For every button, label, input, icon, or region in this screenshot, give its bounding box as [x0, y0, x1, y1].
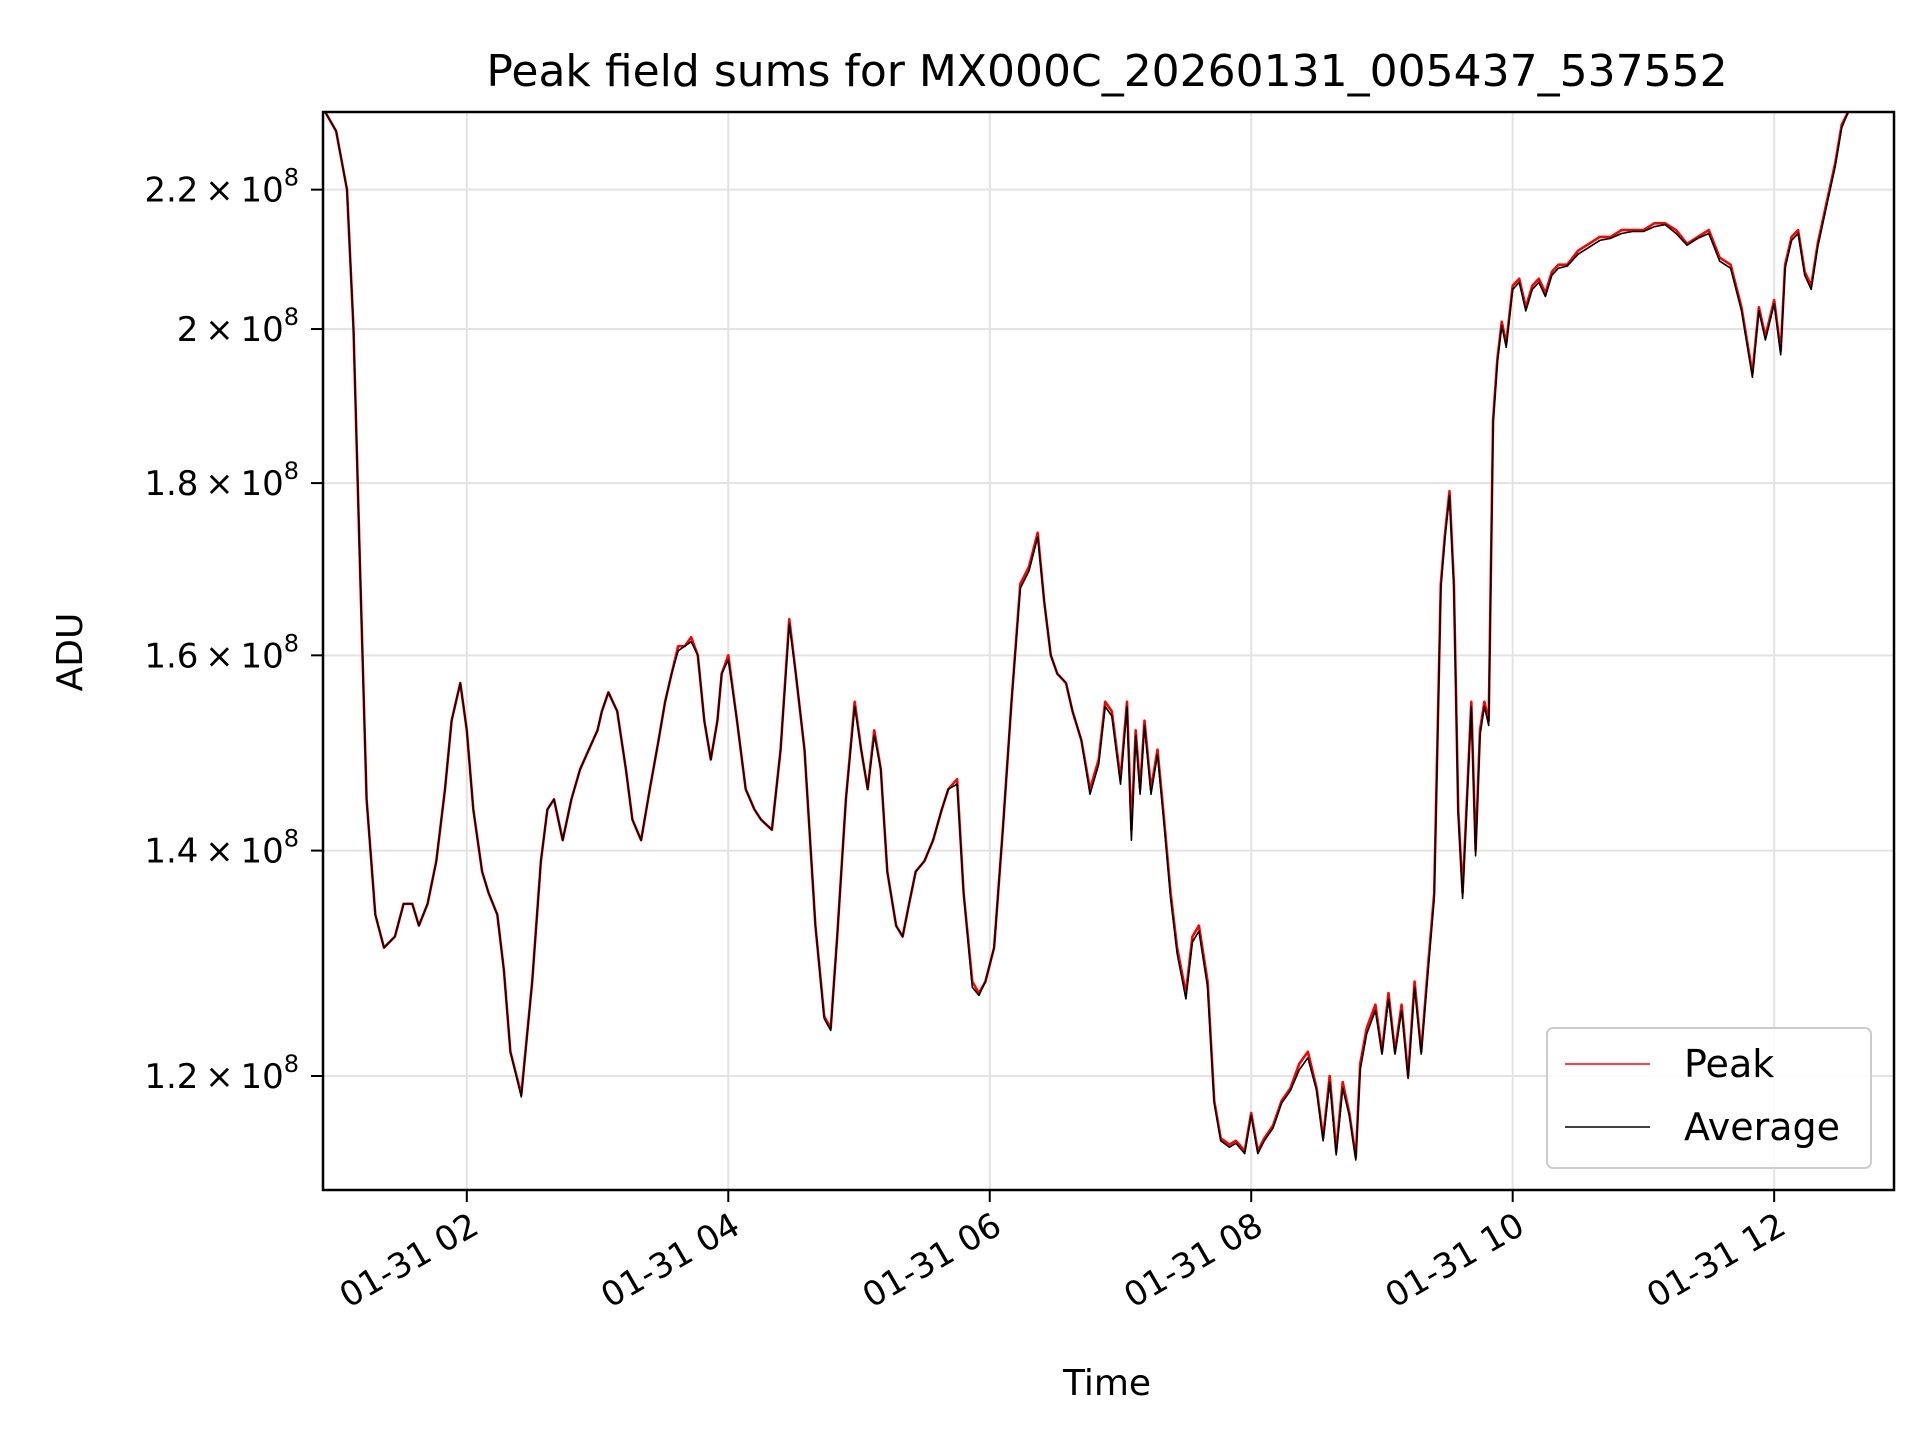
y-axis-label: ADU — [50, 613, 91, 692]
y-tick-label: 1.2 × 108 — [144, 1050, 299, 1097]
x-axis-label: Time — [1062, 1363, 1151, 1404]
grid-lines — [323, 112, 1894, 1190]
legend-peak-label: Peak — [1684, 1042, 1774, 1086]
y-axis-ticks: 1.2 × 108 1.4 × 108 1.6 × 108 1.8 × 108 2 × … — [144, 164, 323, 1097]
series-lines — [324, 112, 1850, 1161]
legend-average-label: Average — [1684, 1105, 1840, 1149]
legend-box — [1546, 1027, 1872, 1169]
y-tick-label: 2 × 108 — [177, 303, 299, 350]
y-tick-label: 1.8 × 108 — [144, 457, 299, 504]
series-line-average — [324, 112, 1849, 1161]
plot-frame — [321, 110, 1896, 1192]
legend: Peak Average — [1546, 1027, 1872, 1169]
y-tick-label: 1.6 × 108 — [144, 629, 299, 676]
y-tick-label: 2.2 × 108 — [144, 164, 299, 211]
y-tick-label: 1.4 × 108 — [144, 825, 299, 872]
chart-title: Peak field sums for MX000C_20260131_0054… — [486, 46, 1727, 97]
